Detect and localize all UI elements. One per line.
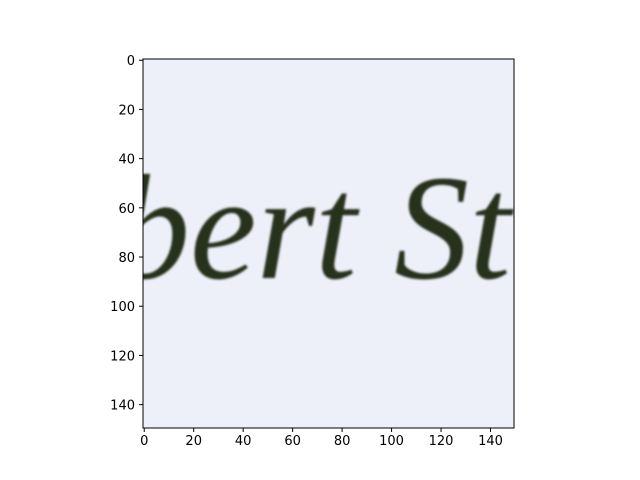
y-tick-label: 60 bbox=[118, 202, 135, 217]
y-tick-label: 40 bbox=[118, 153, 135, 168]
x-tick-label: 120 bbox=[429, 434, 454, 449]
y-tick-label: 80 bbox=[118, 251, 135, 266]
x-tick-label: 100 bbox=[379, 434, 404, 449]
ticks: 0 20 40 60 80 100 120 140 0 20 40 60 80 100 120 140 bbox=[110, 54, 503, 449]
x-tick-label: 60 bbox=[284, 434, 301, 449]
x-tick-label: 140 bbox=[478, 434, 503, 449]
y-tick-label: 140 bbox=[110, 399, 135, 414]
y-tick-label: 100 bbox=[110, 300, 135, 315]
image-background bbox=[143, 59, 514, 428]
image-text: bert St bbox=[115, 145, 514, 311]
x-tick-label: 20 bbox=[185, 434, 202, 449]
y-tick-label: 20 bbox=[118, 103, 135, 118]
axes-frame bbox=[142, 58, 515, 429]
y-tick-label: 0 bbox=[127, 54, 135, 69]
x-tick-label: 40 bbox=[235, 434, 252, 449]
y-tick-label: 120 bbox=[110, 349, 135, 364]
x-tick-label: 80 bbox=[334, 434, 351, 449]
x-tick-label: 0 bbox=[140, 434, 148, 449]
